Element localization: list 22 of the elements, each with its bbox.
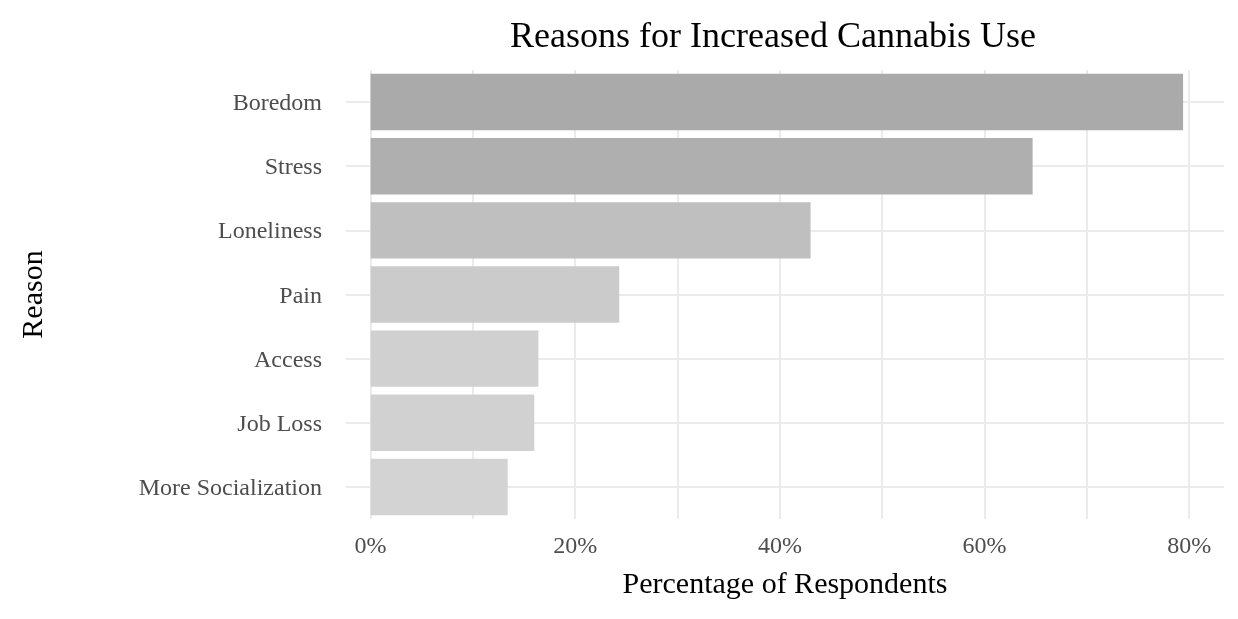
- x-tick-label: 80%: [1167, 532, 1212, 558]
- x-tick-label: 0%: [354, 532, 387, 558]
- bar: [370, 330, 539, 387]
- x-axis-title: Percentage of Respondents: [622, 565, 948, 599]
- y-axis-title: Reason: [14, 250, 48, 339]
- bar: [370, 202, 811, 259]
- x-tick-label: 40%: [757, 532, 802, 558]
- bar: [370, 266, 620, 323]
- y-tick-label: Stress: [264, 153, 322, 180]
- bar: [370, 394, 535, 452]
- y-tick-label: Boredom: [232, 89, 323, 116]
- y-tick-label: Job Loss: [237, 409, 322, 436]
- bar: [370, 137, 1033, 195]
- y-tick-label: More Socialization: [138, 473, 322, 500]
- bar: [370, 73, 1184, 131]
- y-tick-label: Pain: [279, 281, 322, 308]
- chart-title: Reasons for Increased Cannabis Use: [510, 15, 1036, 55]
- y-tick-label: Loneliness: [218, 217, 322, 244]
- x-tick-label: 60%: [962, 532, 1007, 558]
- bar: [370, 458, 508, 516]
- y-tick-label: Access: [254, 345, 322, 372]
- x-tick-label: 20%: [553, 532, 598, 558]
